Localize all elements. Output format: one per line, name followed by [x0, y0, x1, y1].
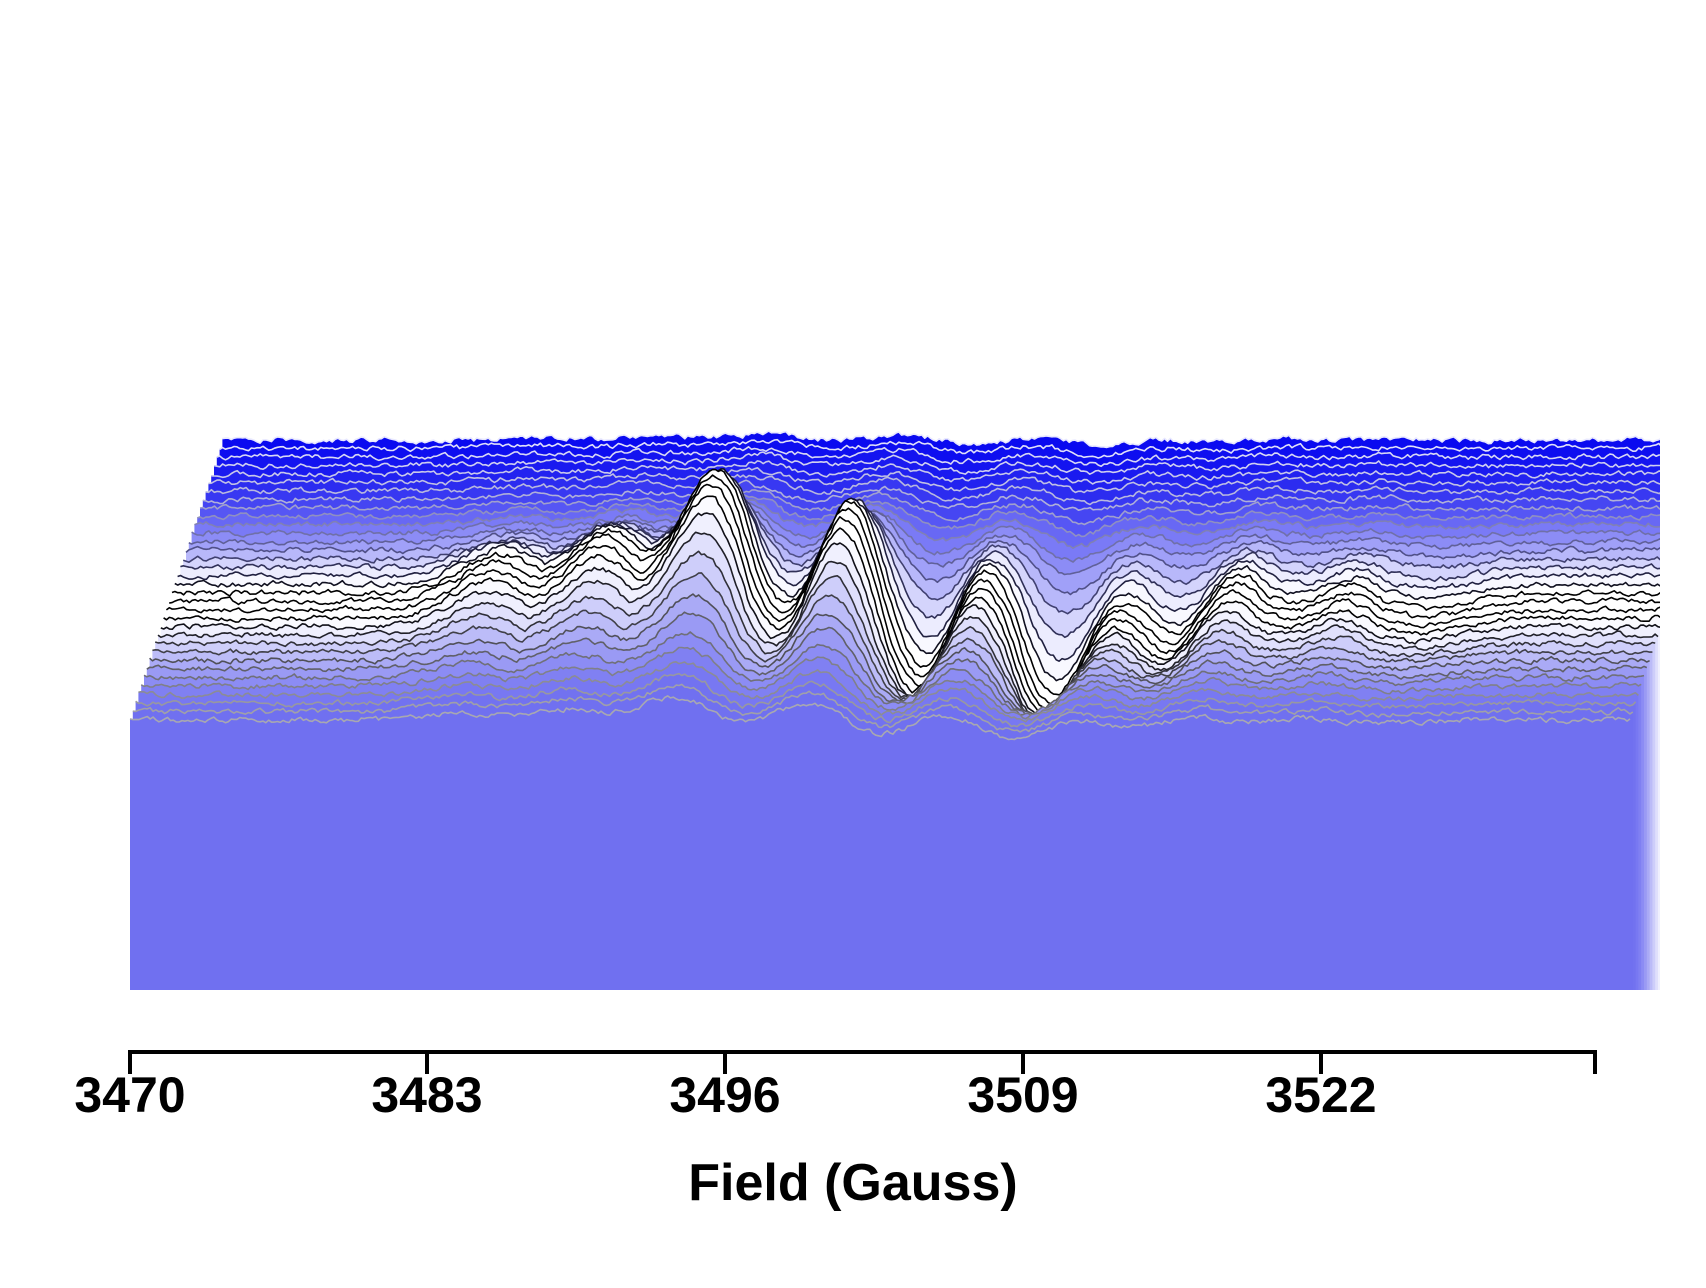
spectra-waterfall-plot: 3470 3483 3496 3509 3522 Field (Gauss) — [0, 0, 1706, 1288]
x-axis-tick-label: 3509 — [967, 1067, 1078, 1123]
figure-container: 3470 3483 3496 3509 3522 Field (Gauss) — [0, 0, 1706, 1288]
x-axis-tick-label: 3483 — [371, 1067, 482, 1123]
x-axis-tick-label: 3522 — [1265, 1067, 1376, 1123]
x-axis-tick-label: 3470 — [74, 1067, 185, 1123]
x-axis-label: Field (Gauss) — [688, 1154, 1017, 1212]
x-axis: 3470 3483 3496 3509 3522 Field (Gauss) — [74, 1052, 1595, 1212]
x-axis-tick-label: 3496 — [669, 1067, 780, 1123]
